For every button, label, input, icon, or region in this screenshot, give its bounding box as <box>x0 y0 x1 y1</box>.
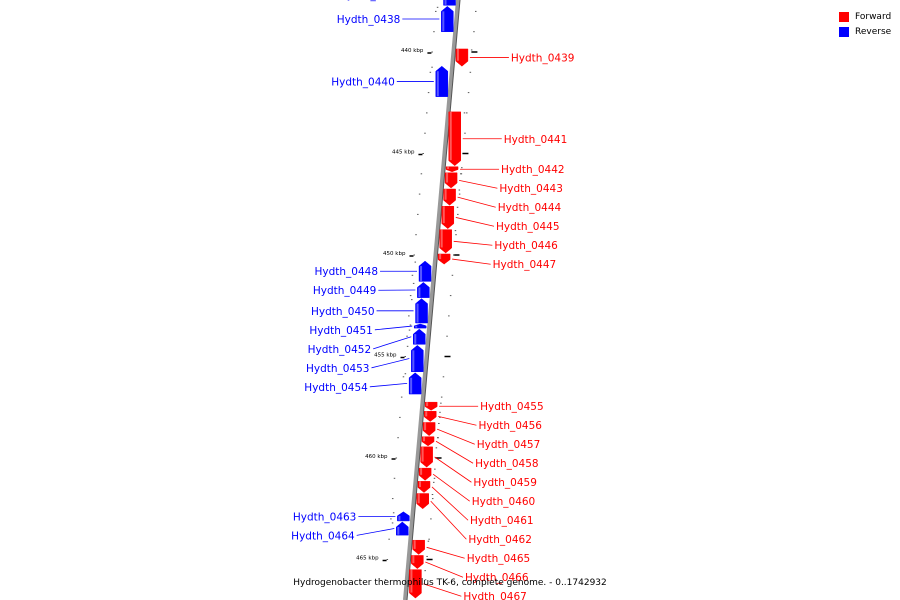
scale-label: 455 kbp <box>374 353 397 359</box>
gene-hydth_0446[interactable]: Hydth_0446 <box>439 229 558 254</box>
gene-hydth_0448[interactable]: Hydth_0448 <box>315 260 432 282</box>
gene-hydth_0466[interactable]: Hydth_0466 <box>411 555 529 584</box>
gene-hydth_0450[interactable]: Hydth_0450 <box>311 298 428 324</box>
gene-label: Hydth_0464 <box>291 530 355 542</box>
gene-label: Hydth_0437 <box>339 0 403 1</box>
gene-hydth_0449[interactable]: Hydth_0449 <box>313 282 430 298</box>
gene-label: Hydth_0466 <box>465 572 529 584</box>
legend-item-reverse: Reverse <box>839 24 891 39</box>
reverse-swatch <box>839 26 849 37</box>
gene-hydth_0452[interactable]: Hydth_0452 <box>308 328 426 356</box>
gene-hydth_0439[interactable]: Hydth_0439 <box>455 48 575 67</box>
legend-label-reverse: Reverse <box>855 26 892 37</box>
gene-hydth_0451[interactable]: Hydth_0451 <box>309 323 427 337</box>
scale-label: 450 kbp <box>383 251 406 257</box>
gene-hydth_0456[interactable]: Hydth_0456 <box>423 411 542 432</box>
scale-label: 445 kbp <box>392 150 415 156</box>
gene-label: Hydth_0465 <box>467 553 531 565</box>
gene-hydth_0438[interactable]: Hydth_0438 <box>337 5 454 32</box>
legend-item-forward: Forward <box>839 9 891 24</box>
strand-legend: Forward Reverse <box>839 9 891 39</box>
gene-hydth_0467[interactable]: Hydth_0467 <box>409 569 527 600</box>
gene-hydth_0460[interactable]: Hydth_0460 <box>418 467 536 508</box>
gene-label: Hydth_0462 <box>468 534 532 546</box>
gene-hydth_0437[interactable]: Hydth_0437 <box>339 0 456 6</box>
gene-label: Hydth_0463 <box>293 511 357 523</box>
scale-label: 460 kbp <box>365 454 388 460</box>
gene-hydth_0463[interactable]: Hydth_0463 <box>293 511 410 523</box>
gene-label: Hydth_0453 <box>306 363 370 375</box>
gene-label: Hydth_0442 <box>501 164 565 176</box>
genome-backbone <box>403 0 460 600</box>
gene-label: Hydth_0457 <box>477 439 541 451</box>
gene-label: Hydth_0456 <box>478 420 542 432</box>
gene-label: Hydth_0448 <box>315 266 379 278</box>
scale-label: 465 kbp <box>356 556 379 562</box>
gene-hydth_0447[interactable]: Hydth_0447 <box>437 253 557 271</box>
gene-hydth_0462[interactable]: Hydth_0462 <box>416 493 532 547</box>
gene-label: Hydth_0444 <box>498 202 562 214</box>
gene-hydth_0458[interactable]: Hydth_0458 <box>421 436 539 471</box>
gene-hydth_0453[interactable]: Hydth_0453 <box>306 345 424 375</box>
gene-label: Hydth_0455 <box>480 401 544 413</box>
gene-label: Hydth_0454 <box>304 382 368 394</box>
gene-hydth_0440[interactable]: Hydth_0440 <box>331 65 449 97</box>
gene-hydth_0461[interactable]: Hydth_0461 <box>417 481 534 527</box>
gene-hydth_0445[interactable]: Hydth_0445 <box>441 206 560 233</box>
legend-label-forward: Forward <box>855 11 892 22</box>
genome-caption: Hydrogenobacter thermophilus TK-6, compl… <box>293 578 607 588</box>
gene-hydth_0455[interactable]: Hydth_0455 <box>424 401 544 413</box>
gene-hydth_0454[interactable]: Hydth_0454 <box>304 372 422 395</box>
scale-label: 440 kbp <box>401 48 424 54</box>
gene-label: Hydth_0445 <box>496 221 560 233</box>
gene-hydth_0459[interactable]: Hydth_0459 <box>420 446 537 489</box>
gene-label: Hydth_0451 <box>309 325 373 337</box>
gene-label: Hydth_0443 <box>499 183 563 195</box>
gene-label: Hydth_0439 <box>511 53 575 65</box>
gene-hydth_0457[interactable]: Hydth_0457 <box>422 422 541 451</box>
gene-label: Hydth_0449 <box>313 285 377 297</box>
gene-label: Hydth_0461 <box>470 515 534 527</box>
gene-label: Hydth_0458 <box>475 458 539 470</box>
gene-label: Hydth_0467 <box>463 591 527 600</box>
gene-hydth_0444[interactable]: Hydth_0444 <box>443 188 562 214</box>
gene-hydth_0443[interactable]: Hydth_0443 <box>444 172 563 195</box>
gene-label: Hydth_0459 <box>473 477 537 489</box>
gene-label: Hydth_0446 <box>494 240 558 252</box>
gene-hydth_0442[interactable]: Hydth_0442 <box>445 164 565 176</box>
gene-hydth_0464[interactable]: Hydth_0464 <box>291 521 409 542</box>
gene-label: Hydth_0440 <box>331 76 395 88</box>
gene-label: Hydth_0460 <box>472 496 536 508</box>
gene-hydth_0441[interactable]: Hydth_0441 <box>448 111 568 167</box>
forward-swatch <box>839 11 849 22</box>
gene-label: Hydth_0452 <box>308 344 372 356</box>
gene-label: Hydth_0447 <box>493 259 557 271</box>
gene-label: Hydth_0450 <box>311 306 375 318</box>
gene-label: Hydth_0438 <box>337 14 401 26</box>
gene-hydth_0465[interactable]: Hydth_0465 <box>412 539 531 565</box>
gene-label: Hydth_0441 <box>504 134 568 146</box>
